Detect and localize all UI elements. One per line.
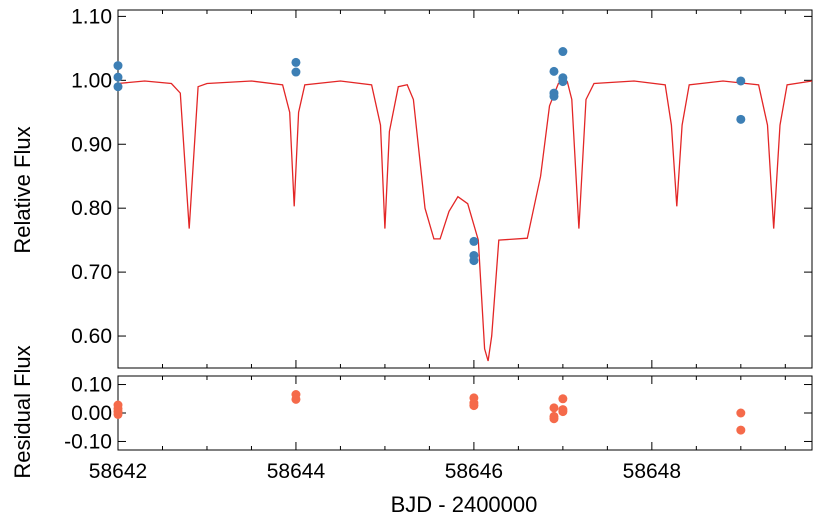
residual-point bbox=[549, 414, 559, 424]
data-point bbox=[291, 57, 301, 67]
data-point bbox=[549, 91, 559, 101]
y-tick-label: -0.10 bbox=[64, 430, 112, 453]
x-tick-label: 58646 bbox=[445, 460, 503, 483]
y-axis-label-main: Relative Flux bbox=[10, 126, 35, 253]
y-tick-label: 0.10 bbox=[71, 374, 112, 397]
data-point bbox=[113, 61, 123, 71]
x-tick-label: 58642 bbox=[89, 460, 147, 483]
residual-point bbox=[291, 394, 301, 404]
y-tick-label: 1.00 bbox=[71, 69, 112, 92]
x-tick-label: 58648 bbox=[623, 460, 681, 483]
y-tick-label: 0.90 bbox=[71, 133, 112, 156]
data-point bbox=[736, 76, 746, 86]
plot-frame bbox=[117, 375, 813, 451]
plot-frame bbox=[117, 9, 813, 369]
residual-point bbox=[736, 408, 746, 418]
residual-point bbox=[469, 401, 479, 411]
data-point bbox=[558, 47, 568, 57]
residual-panel: 0.10 0.00 -0.10 58642 58644 58646 58648 bbox=[64, 374, 813, 483]
y-tick-label: 0.80 bbox=[71, 197, 112, 220]
y-tick-label: 1.10 bbox=[71, 5, 112, 28]
data-point bbox=[291, 67, 301, 77]
data-point bbox=[113, 72, 123, 82]
model-curve bbox=[117, 80, 813, 362]
y-tick-label: 0.70 bbox=[71, 261, 112, 284]
residual-point bbox=[558, 394, 568, 404]
data-point bbox=[469, 236, 479, 246]
data-point bbox=[469, 256, 479, 266]
data-point bbox=[549, 66, 559, 76]
y-axis-label-residual: Residual Flux bbox=[10, 345, 35, 478]
residual-point bbox=[549, 403, 559, 413]
x-tick-label: 58644 bbox=[267, 460, 326, 483]
y-tick-label: 0.00 bbox=[71, 402, 112, 425]
main-panel: 1.10 1.00 0.90 0.80 0.70 0.60 bbox=[71, 5, 813, 369]
x-axis-label: BJD - 2400000 bbox=[391, 492, 538, 517]
residual-point bbox=[558, 407, 568, 417]
data-point bbox=[736, 114, 746, 124]
residual-point bbox=[736, 425, 746, 435]
residual-point bbox=[113, 409, 123, 419]
data-point bbox=[113, 82, 123, 92]
data-point bbox=[558, 77, 568, 87]
y-tick-label: 0.60 bbox=[71, 325, 112, 348]
